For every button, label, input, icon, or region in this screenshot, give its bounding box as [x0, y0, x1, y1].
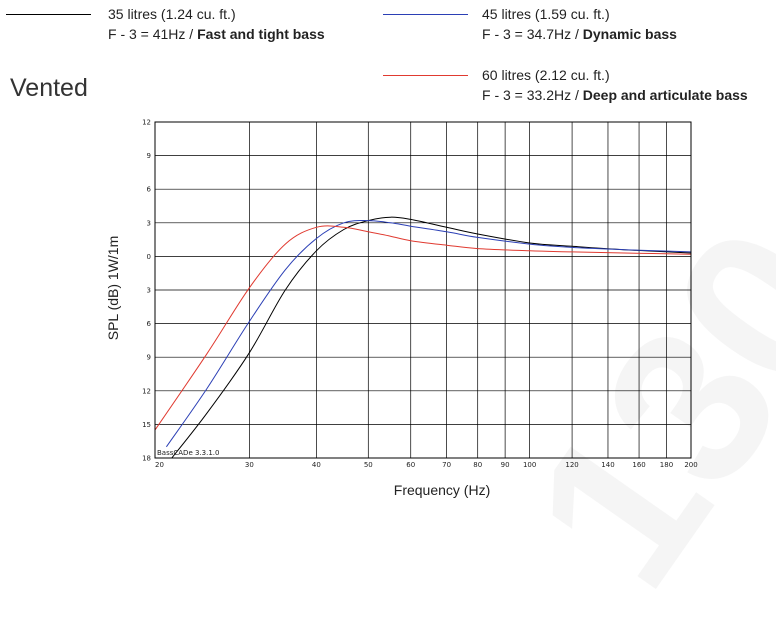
x-tick-label: 20: [155, 461, 164, 469]
y-tick-label: 3: [147, 219, 151, 227]
legend-name-45l: 45 litres (1.59 cu. ft.): [482, 6, 610, 22]
y-tick-label: 18: [142, 455, 151, 463]
y-tick-label: 9: [147, 152, 151, 160]
x-tick-labels: 20 30 40 50 60 70 80 90 100 120 140 160 180 200: [155, 461, 698, 469]
y-tick-label: 6: [147, 320, 152, 328]
x-tick-label: 80: [473, 461, 482, 469]
x-tick-label: 90: [501, 461, 510, 469]
x-axis-label: Frequency (Hz): [393, 482, 491, 498]
legend-f3-60l: F - 3 = 33.2Hz /: [482, 87, 583, 103]
legend-f3-35l: F - 3 = 41Hz /: [108, 26, 198, 42]
legend-desc-35l: Fast and tight bass: [197, 26, 325, 42]
spl-chart: 20 30 40 50 60 70 80 90 100 120 140 160 180 200 12963…: [142, 119, 698, 470]
x-tick-label: 30: [245, 461, 254, 469]
legend-f3-45l: F - 3 = 34.7Hz /: [482, 26, 583, 42]
x-tick-label: 120: [565, 461, 578, 469]
legend-desc-60l: Deep and articulate bass: [582, 87, 748, 103]
chart-curves: [154, 216, 692, 459]
x-tick-label: 40: [312, 461, 321, 469]
y-tick-label: 9: [147, 354, 151, 362]
legend-spec-60l: F - 3 = 33.2Hz / Deep and articulate bas…: [482, 86, 748, 105]
series-line-1: [171, 216, 692, 459]
software-credit: BassCADe 3.3.1.0: [157, 449, 219, 457]
legend-swatch-60l: [383, 75, 468, 76]
y-tick-labels: 12 9 6 3 0 3 6 9 12 15 18: [142, 119, 151, 463]
legend-spec-35l: F - 3 = 41Hz / Fast and tight bass: [108, 25, 325, 44]
series-line-3: [154, 225, 692, 431]
y-tick-label: 3: [147, 287, 151, 295]
legend-swatch-45l: [383, 14, 468, 15]
legend-name-60l: 60 litres (2.12 cu. ft.): [482, 67, 610, 83]
series-line-2: [165, 220, 692, 448]
legend-desc-45l: Dynamic bass: [582, 26, 677, 42]
legend-name-35l: 35 litres (1.24 cu. ft.): [108, 6, 236, 22]
section-title: Vented: [10, 74, 88, 102]
x-tick-label: 200: [684, 461, 697, 469]
y-tick-label: 6: [147, 186, 152, 194]
x-tick-label: 50: [364, 461, 373, 469]
y-tick-label: 12: [142, 119, 151, 127]
legend-swatch-35l: [6, 14, 91, 15]
y-tick-label: 15: [142, 421, 151, 429]
plot-frame: [154, 121, 692, 459]
x-tick-label: 180: [660, 461, 673, 469]
x-tick-label: 100: [523, 461, 536, 469]
x-tick-label: 60: [406, 461, 415, 469]
y-tick-label: 12: [142, 387, 151, 395]
x-tick-label: 160: [632, 461, 645, 469]
x-tick-label: 70: [442, 461, 451, 469]
chart-grid: [154, 121, 692, 459]
y-tick-label: 0: [147, 253, 151, 261]
legend-spec-45l: F - 3 = 34.7Hz / Dynamic bass: [482, 25, 677, 44]
x-tick-label: 140: [601, 461, 614, 469]
